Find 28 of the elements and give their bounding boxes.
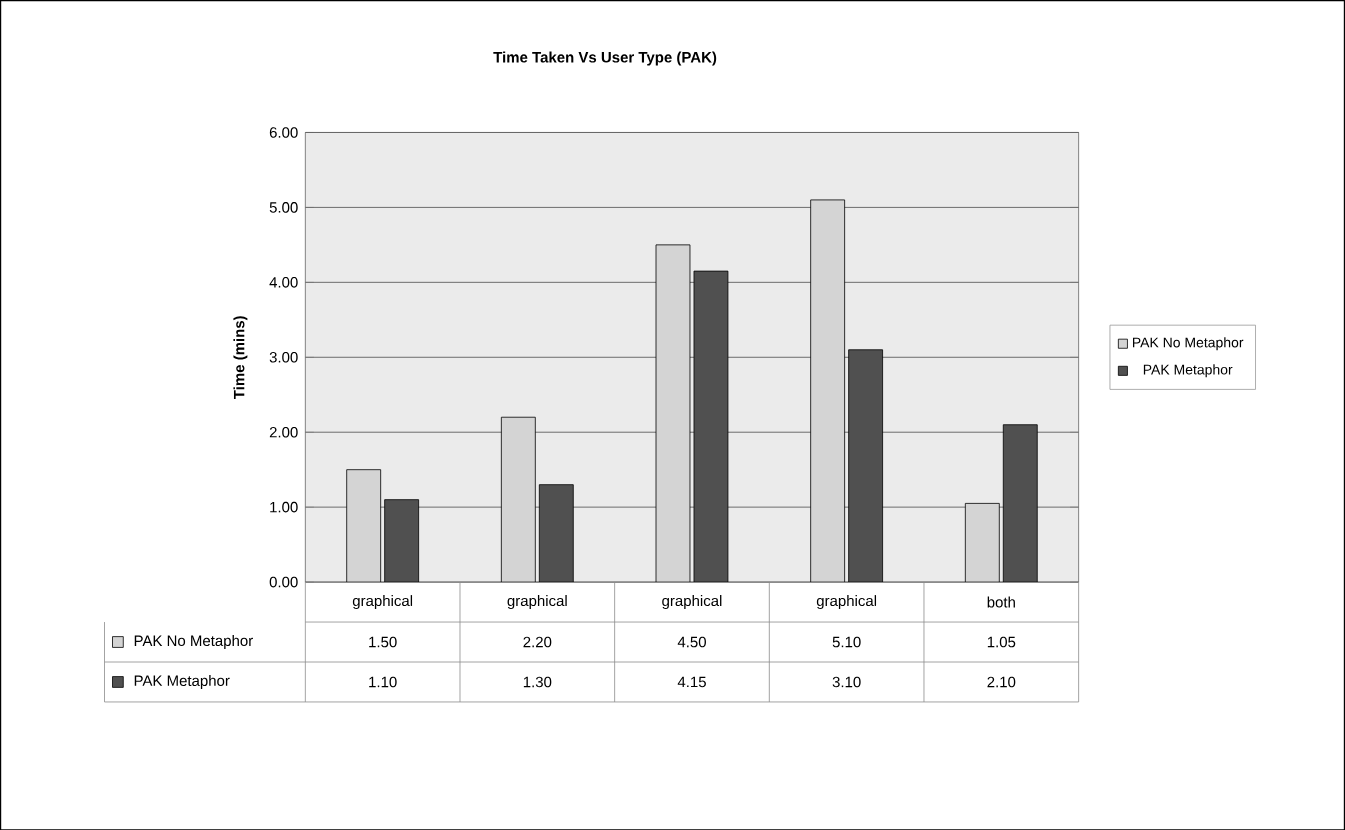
y-tick-label: 0.00: [269, 576, 298, 588]
y-tick-label: 5.00: [269, 201, 298, 213]
data-label: 1.05: [987, 636, 1016, 648]
y-tick-label: 6.00: [269, 126, 298, 138]
text: PAK No Metaphor: [1133, 336, 1244, 350]
data-label: 4.50: [677, 636, 706, 648]
data-label: 4.15: [677, 676, 706, 687]
y-tick-label: 4.00: [269, 276, 298, 288]
x-tick-label: graphical: [816, 594, 877, 609]
text: PAK Metaphor: [134, 674, 230, 689]
data-label: 1.50: [369, 636, 397, 648]
x-tick-label: graphical: [662, 594, 722, 609]
legend-label: PAK No Metaphor: [134, 634, 253, 649]
legend-label: PAK Metaphor: [1143, 364, 1233, 378]
y-tick-label: 2.00: [269, 426, 298, 438]
chart-title: Time Taken Vs User Type (PAK): [493, 51, 717, 66]
x-tick-label: graphical: [507, 594, 567, 609]
data-label: 5.10: [832, 636, 861, 648]
data-label: 1.10: [369, 676, 397, 688]
x-tick-label: graphical: [352, 594, 413, 609]
y-tick-label: 3.00: [269, 351, 298, 363]
y-tick-label: 1.00: [270, 501, 298, 513]
data-label: 2.20: [523, 636, 552, 648]
x-tick-label: both: [987, 596, 1015, 608]
data-label: 1.30: [523, 676, 552, 688]
y-axis-title: Time (mins): [233, 315, 248, 399]
data-label: 3.10: [832, 676, 861, 688]
data-label: 2.10: [987, 676, 1016, 688]
